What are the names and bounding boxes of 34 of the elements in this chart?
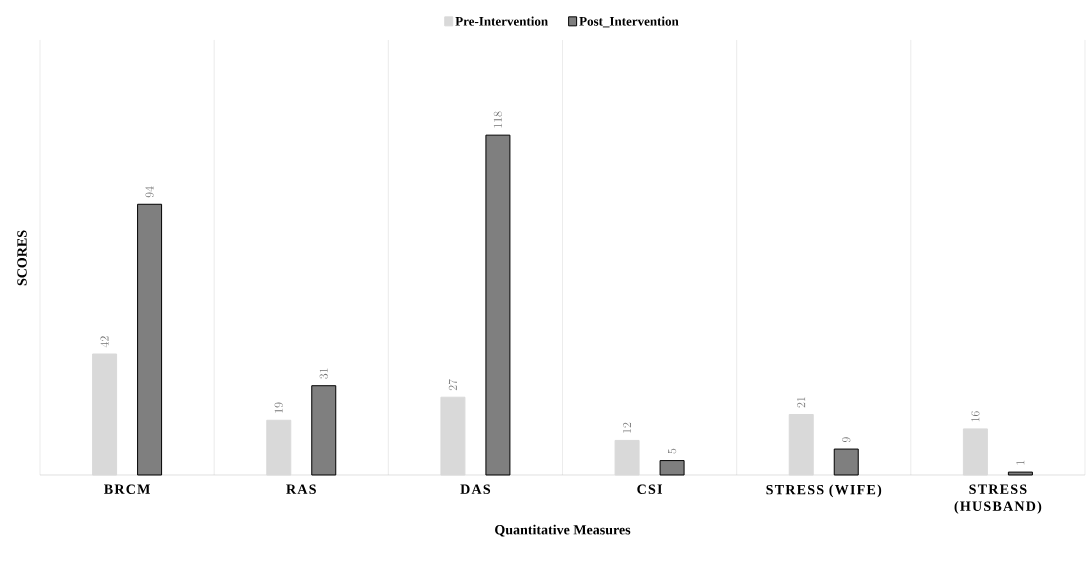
x-axis-title: Quantitative Measures	[495, 524, 631, 537]
data-label: 16	[971, 411, 980, 422]
bar	[788, 414, 814, 476]
x-tick-label: STRESS (WIFE)	[766, 484, 882, 498]
data-label: 12	[622, 422, 631, 433]
x-tick-label: DAS	[460, 484, 491, 494]
data-label: 118	[493, 111, 503, 128]
bar	[266, 419, 292, 476]
bar	[137, 203, 163, 476]
x-tick-label: BRCM	[104, 484, 150, 494]
bar	[311, 385, 337, 476]
bar	[1007, 471, 1033, 476]
x-tick-label: RAS	[286, 484, 316, 494]
y-axis-title: SCORES	[17, 230, 27, 286]
bar	[659, 460, 685, 476]
data-label: 19	[274, 402, 283, 413]
data-label: 5	[667, 448, 677, 454]
data-label: 1	[1016, 460, 1025, 465]
bar	[962, 428, 988, 476]
x-tick-label: STRESS (HUSBAND)	[954, 484, 1042, 514]
bar	[440, 396, 466, 476]
legend-label: Pre-Intervention	[455, 16, 548, 26]
data-label: 42	[100, 336, 109, 348]
data-label: 27	[448, 379, 458, 391]
bar	[833, 448, 859, 476]
data-label: 21	[797, 397, 806, 408]
x-tick-label: CSI	[637, 484, 663, 494]
bar	[614, 439, 640, 476]
data-label: 94	[145, 186, 154, 198]
bar	[485, 134, 511, 476]
data-label: 9	[842, 437, 851, 443]
bar	[92, 353, 118, 476]
legend-label: Post_Intervention	[579, 16, 679, 28]
data-label: 31	[319, 368, 328, 379]
